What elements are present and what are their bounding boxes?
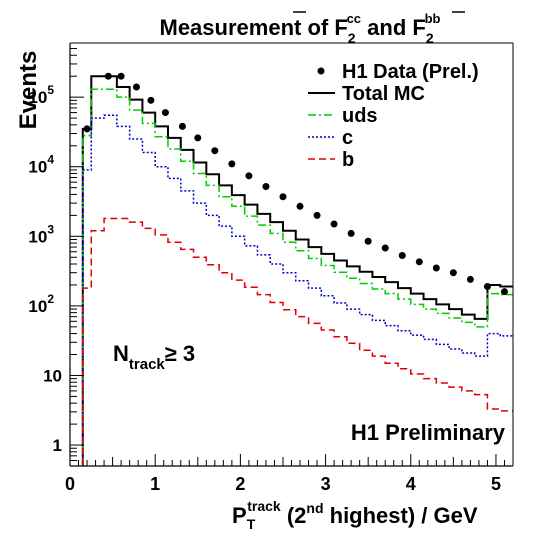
data-point <box>500 288 508 296</box>
data-point <box>313 211 321 219</box>
legend-label-b: b <box>342 149 354 171</box>
y-axis-label: Events <box>15 51 42 130</box>
data-point <box>178 122 186 130</box>
y-tick-label: 105 <box>28 83 54 107</box>
data-point <box>104 72 112 80</box>
data-point <box>161 109 169 117</box>
x-tick-label: 3 <box>321 474 331 494</box>
data-point <box>347 229 355 237</box>
series-line-c <box>82 114 513 466</box>
legend-label-total-mc: Total MC <box>342 83 425 105</box>
data-point <box>262 182 270 190</box>
legend-label-c: c <box>342 127 353 149</box>
x-axis-label: PTtrack (2nd highest) / GeV <box>232 498 478 532</box>
ntrack-annotation: Ntrack≥ 3 <box>113 341 195 373</box>
data-point <box>449 269 457 277</box>
data-point <box>466 275 474 283</box>
chart-title: Measurement of F2cc and F2bb <box>160 11 441 46</box>
series-line-uds <box>82 88 513 466</box>
data-points-layer <box>83 72 508 296</box>
data-point <box>398 251 406 259</box>
data-point <box>330 220 338 228</box>
data-point <box>228 160 236 168</box>
y-tick-label: 10 <box>43 366 62 385</box>
data-point <box>381 244 389 252</box>
series-layer <box>81 75 513 466</box>
data-point <box>483 282 491 290</box>
preliminary-label: H1 Preliminary <box>351 420 506 445</box>
data-point <box>296 202 304 210</box>
x-tick-label: 0 <box>65 474 75 494</box>
legend-label-data: H1 Data (Prel.) <box>342 61 479 83</box>
data-point <box>194 134 202 142</box>
data-point <box>364 237 372 245</box>
legend-marker-data <box>317 67 325 75</box>
series-line-b <box>82 217 513 466</box>
x-tick-label: 2 <box>235 474 245 494</box>
data-point <box>83 125 91 133</box>
y-tick-label: 1 <box>53 436 62 455</box>
data-point <box>245 172 253 180</box>
data-point <box>432 264 440 272</box>
x-tick-label: 4 <box>406 474 416 494</box>
data-point <box>211 147 219 155</box>
data-point <box>132 83 140 91</box>
data-point <box>147 96 155 104</box>
legend-label-uds: uds <box>342 105 378 127</box>
data-point <box>117 72 125 80</box>
x-tick-label: 1 <box>150 474 160 494</box>
y-tick-label: 102 <box>28 292 54 316</box>
series-line-total-mc <box>81 75 513 466</box>
y-tick-label: 104 <box>28 153 54 177</box>
data-point <box>415 258 423 266</box>
y-tick-label: 103 <box>28 222 54 246</box>
data-point <box>279 193 287 201</box>
x-tick-label: 5 <box>491 474 501 494</box>
